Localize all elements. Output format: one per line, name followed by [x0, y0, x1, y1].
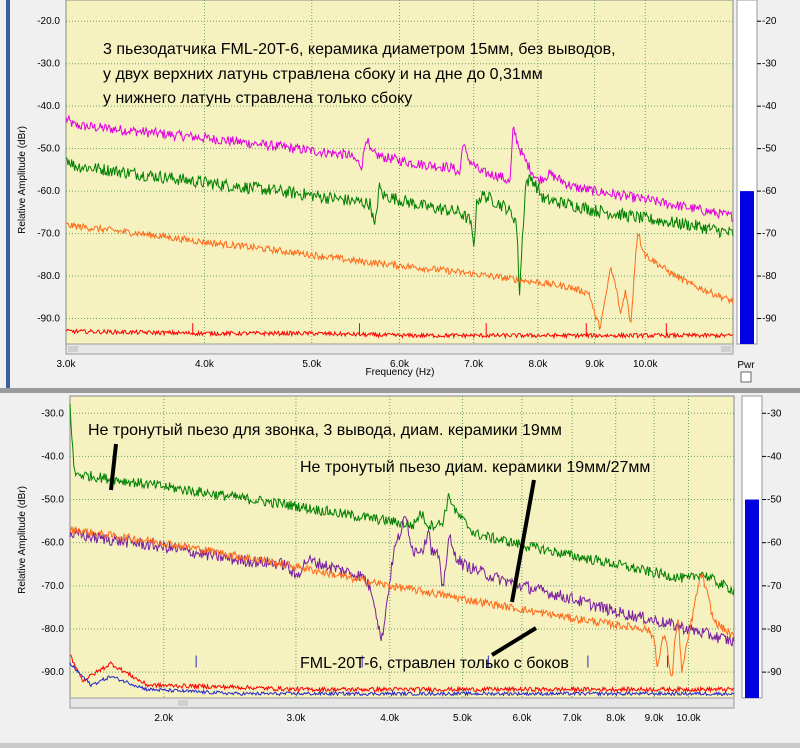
upper-grid — [65, 0, 733, 344]
lower-x-tick-label: 10.0k — [676, 713, 701, 724]
upper-window-border — [6, 0, 10, 388]
upper-scroll-left-arrow[interactable] — [68, 346, 78, 352]
upper-y-tick-label: -20.0 — [37, 16, 60, 27]
lower-x-tick-label: 2.0k — [154, 713, 174, 724]
lower-horizontal-scrollbar[interactable] — [69, 697, 735, 709]
lower-series-line-1 — [69, 516, 735, 647]
upper-meter-ticks: -20 -30 -40 -50 -60 -70 -80 -90 — [757, 16, 777, 325]
upper-x-tick-label: 4.0k — [195, 359, 215, 370]
lower-annotation-3: FML-20T-6, стравлен только с боков — [300, 655, 569, 672]
upper-power-meter-bar — [740, 191, 754, 344]
lower-x-tick-label: 3.0k — [287, 713, 307, 724]
upper-y-axis-label: Relative Amplitude (dBr) — [17, 126, 28, 234]
lower-y-tick-label: -40.0 — [41, 451, 64, 462]
upper-y-tick-label: -80.0 — [37, 271, 60, 282]
lower-scroll-thumb[interactable] — [178, 700, 188, 706]
upper-meter-tick-label: -50 — [762, 144, 777, 155]
lower-meter-tick-label: -90 — [767, 667, 782, 678]
lower-meter-ticks: -30 -40 -50 -60 -70 -80 -90 — [762, 408, 782, 678]
annotation-pointer-3 — [490, 626, 538, 657]
upper-series-lines — [65, 114, 734, 340]
upper-x-tick-label: 7.0k — [464, 359, 484, 370]
upper-y-tick-label: -90.0 — [37, 314, 60, 325]
lower-y-tick-label: -70.0 — [41, 581, 64, 592]
lower-x-tick-label: 9.0k — [645, 713, 665, 724]
lower-series-lines — [69, 403, 735, 698]
upper-annotation-line-2: у двух верхних латунь стравлена сбоку и … — [103, 66, 543, 83]
upper-meter-tick-label: -60 — [762, 186, 777, 197]
upper-horizontal-scrollbar[interactable] — [65, 343, 734, 355]
lower-x-tick-label: 4.0k — [380, 713, 400, 724]
lower-meter-tick-label: -80 — [767, 624, 782, 635]
upper-meter-tick-label: -80 — [762, 271, 777, 282]
upper-y-tick-label: -60.0 — [37, 186, 60, 197]
lower-annotation-1: Не тронутый пьезо для звонка, 3 вывода, … — [88, 422, 562, 439]
lower-meter-tick-label: -30 — [767, 408, 782, 419]
lower-y-tick-label: -80.0 — [41, 624, 64, 635]
upper-meter-tick-label: -40 — [762, 101, 777, 112]
lower-spectrum-panel: -30.0 -40.0 -50.0 -60.0 -70.0 -80.0 -90.0 2.0k 3… — [0, 393, 800, 743]
upper-meter-tick-label: -70 — [762, 229, 777, 240]
lower-meter-tick-label: -40 — [767, 451, 782, 462]
lower-x-tick-label: 5.0k — [453, 713, 473, 724]
upper-y-tick-label: -40.0 — [37, 101, 60, 112]
upper-series-line-3 — [65, 328, 734, 340]
upper-meter-tick-label: -20 — [762, 16, 777, 27]
lower-y-tick-label: -50.0 — [41, 495, 64, 506]
upper-meter-tick-label: -90 — [762, 314, 777, 325]
upper-x-axis-label: Frequency (Hz) — [366, 367, 435, 378]
upper-spectrum-panel: -20.0 -30.0 -40.0 -50.0 -60.0 -70.0 -80.0 -90.0… — [0, 0, 800, 388]
lower-x-tick-label: 6.0k — [512, 713, 532, 724]
upper-y-tick-label: -30.0 — [37, 59, 60, 70]
upper-scroll-right-arrow[interactable] — [721, 346, 731, 352]
upper-tick-labels: -20.0 -30.0 -40.0 -50.0 -60.0 -70.0 -80.0 -90.0… — [37, 16, 658, 370]
lower-y-tick-label: -90.0 — [41, 667, 64, 678]
lower-meter-tick-label: -60 — [767, 538, 782, 549]
lower-x-tick-label: 7.0k — [563, 713, 583, 724]
lower-series-line-3 — [69, 654, 735, 694]
upper-y-tick-label: -70.0 — [37, 229, 60, 240]
lower-tick-labels: -30.0 -40.0 -50.0 -60.0 -70.0 -80.0 -90.0 2.0k 3… — [41, 408, 701, 724]
lower-x-tick-label: 8.0k — [606, 713, 626, 724]
panel-separator[interactable] — [0, 388, 800, 393]
annotation-pointer-2 — [510, 479, 536, 603]
lower-series-line-0 — [69, 403, 735, 596]
upper-x-tick-label: 5.0k — [302, 359, 322, 370]
upper-x-tick-label: 6.0k — [390, 359, 410, 370]
upper-x-tick-label: 3.0k — [57, 359, 77, 370]
upper-series-line-0 — [65, 114, 734, 223]
lower-y-tick-label: -60.0 — [41, 538, 64, 549]
lower-y-axis-label: Relative Amplitude (dBr) — [17, 486, 28, 594]
upper-y-tick-label: -50.0 — [37, 144, 60, 155]
upper-annotation-line-3: у нижнего латунь стравлена только сбоку — [103, 90, 412, 107]
upper-x-tick-label: 10.0k — [633, 359, 658, 370]
upper-meter-tick-label: -30 — [762, 59, 777, 70]
upper-power-toggle[interactable] — [740, 371, 752, 383]
lower-power-meter-bar — [745, 499, 759, 698]
upper-x-tick-label: 9.0k — [585, 359, 605, 370]
upper-power-label: Pwr — [737, 360, 755, 371]
upper-series-line-1 — [65, 157, 734, 296]
lower-series-line-4 — [69, 662, 735, 698]
lower-y-tick-label: -30.0 — [41, 408, 64, 419]
lower-meter-tick-label: -70 — [767, 581, 782, 592]
lower-annotation-2: Не тронутый пьезо диам. керамики 19мм/27… — [300, 459, 650, 476]
annotation-pointer-1 — [109, 443, 118, 491]
upper-series-line-2 — [65, 222, 734, 330]
lower-meter-tick-label: -50 — [767, 495, 782, 506]
lower-series-line-2 — [69, 525, 735, 677]
upper-annotation-line-1: 3 пьезодатчика FML-20T-6, керамика диаме… — [103, 41, 616, 58]
upper-x-tick-label: 8.0k — [528, 359, 548, 370]
